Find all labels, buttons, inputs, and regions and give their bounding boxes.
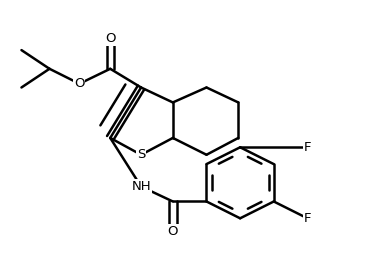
Text: S: S — [137, 148, 145, 161]
Text: O: O — [168, 225, 178, 238]
Text: O: O — [74, 77, 85, 90]
Text: NH: NH — [131, 180, 151, 193]
Text: F: F — [304, 141, 311, 154]
Text: O: O — [105, 32, 115, 46]
Text: F: F — [304, 212, 311, 225]
